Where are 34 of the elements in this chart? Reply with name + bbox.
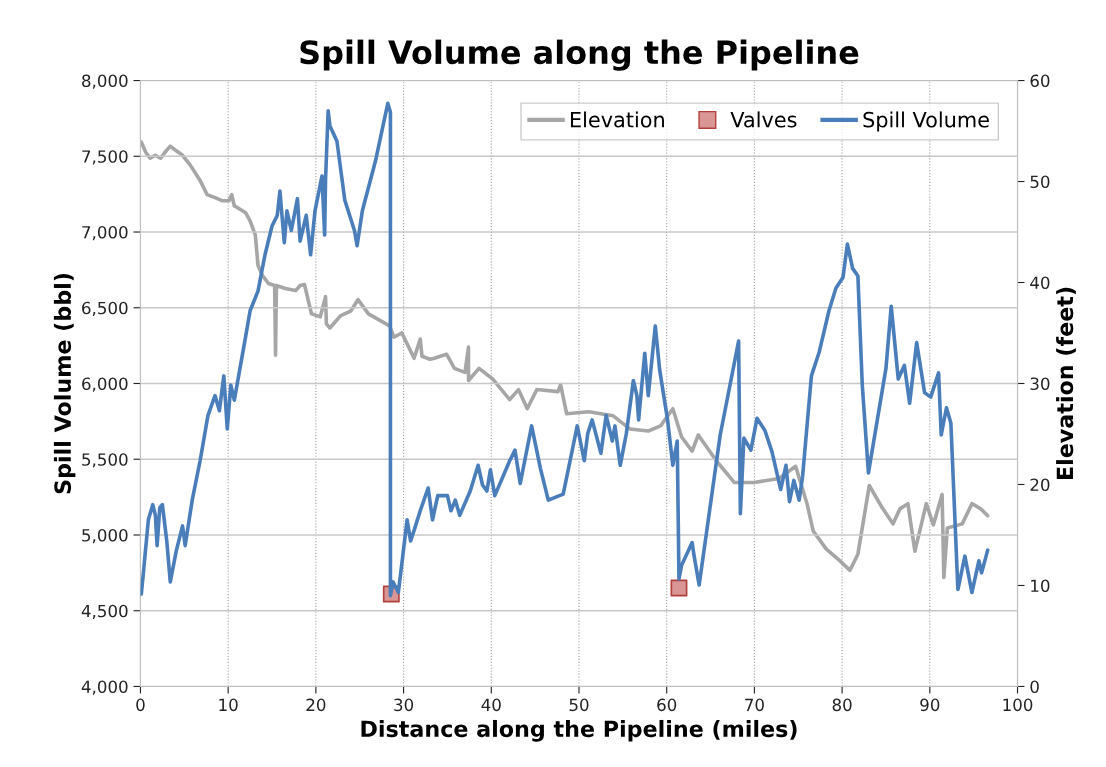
y-tick-label: 7,000 xyxy=(82,225,128,241)
y2-tick-label: 10 xyxy=(1031,579,1050,593)
y2-tick-label: 50 xyxy=(1030,175,1050,189)
y-tick-label: 5,000 xyxy=(82,528,128,544)
legend-label: Valves xyxy=(730,111,797,128)
chart-title: Spill Volume along the Pipeline xyxy=(300,39,859,71)
y-tick-label: 4,000 xyxy=(81,680,128,695)
x-tick-label: 10 xyxy=(219,698,238,712)
x-tick-label: 50 xyxy=(569,698,589,712)
x-tick-label: 100 xyxy=(1003,698,1033,712)
x-tick-label: 80 xyxy=(832,698,852,712)
x-tick-label: 40 xyxy=(481,698,501,712)
x-tick-label: 0 xyxy=(136,698,145,712)
legend-label: Elevation xyxy=(570,111,664,128)
y2-tick-label: 0 xyxy=(1030,680,1039,694)
y-tick-label: 6,500 xyxy=(82,301,128,317)
legend-label: Spill Volume xyxy=(863,111,989,132)
y-axis-title: Spill Volume (bbl) xyxy=(53,273,76,494)
x-tick-label: 60 xyxy=(657,698,677,712)
y-tick-label: 6,000 xyxy=(82,377,128,392)
y-tick-label: 5,500 xyxy=(82,453,128,468)
x-tick-label: 90 xyxy=(920,698,940,712)
y2-axis-title: Elevation (feet) xyxy=(1056,287,1076,480)
y2-tick-label: 40 xyxy=(1030,276,1050,290)
x-tick-label: 30 xyxy=(394,698,414,712)
y2-tick-label: 30 xyxy=(1030,377,1050,391)
y2-tick-label: 60 xyxy=(1030,74,1050,88)
x-axis-title: Distance along the Pipeline (miles) xyxy=(361,719,797,742)
y-tick-label: 4,500 xyxy=(81,604,128,619)
y-tick-label: 8,000 xyxy=(82,74,128,89)
y-tick-label: 7,500 xyxy=(82,150,128,165)
x-tick-label: 70 xyxy=(745,698,764,712)
x-tick-label: 20 xyxy=(306,698,326,712)
y2-tick-label: 20 xyxy=(1030,478,1050,492)
